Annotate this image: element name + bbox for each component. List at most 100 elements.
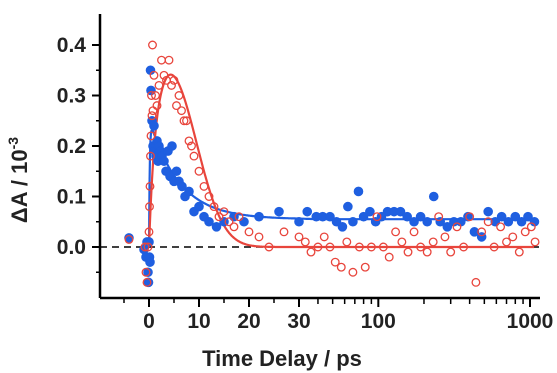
red-data-point — [477, 227, 487, 237]
blue-data-point — [409, 216, 419, 227]
red-data-point — [306, 247, 316, 257]
axes: 0.0 0.1 0.2 0.3 0.4 0 10 20 30 100 1000 — [57, 14, 554, 333]
red-data-point — [167, 80, 176, 90]
red-data-point — [372, 212, 382, 222]
red-data-point — [348, 267, 358, 277]
red-data-point — [209, 202, 219, 212]
red-data-point — [416, 242, 426, 252]
red-data-point — [143, 242, 153, 252]
red-data-point — [440, 232, 450, 242]
red-data-point — [530, 237, 540, 247]
red-data-point — [146, 131, 156, 141]
red-data-point — [489, 242, 499, 252]
red-data-point — [330, 257, 340, 267]
x-tick-label: 1000 — [507, 310, 554, 333]
blue-data-point — [167, 141, 177, 151]
red-data-point — [428, 237, 438, 247]
red-data-point — [384, 252, 394, 262]
blue-data-point — [348, 216, 358, 227]
red-data-point — [229, 222, 239, 232]
blue-data-point — [274, 206, 284, 217]
red-data-point — [189, 151, 199, 161]
red-data-point — [144, 227, 154, 237]
data-marks — [124, 40, 540, 288]
blue-data-point — [294, 216, 304, 227]
blue-data-point — [145, 257, 155, 267]
x-tick-label: 100 — [361, 310, 396, 333]
red-data-point — [378, 242, 388, 252]
blue-data-point — [402, 211, 412, 222]
red-data-point — [219, 207, 229, 217]
red-data-point — [159, 70, 169, 80]
red-fit-curve — [147, 73, 535, 249]
blue-data-point — [337, 222, 348, 232]
y-axis-label-text: ΔA / 10 — [7, 149, 32, 223]
blue-data-point — [503, 216, 514, 227]
red-data-point — [152, 101, 162, 111]
red-data-point — [446, 247, 456, 257]
red-data-point — [145, 181, 155, 191]
red-data-point — [422, 247, 432, 257]
red-data-point — [471, 277, 481, 287]
red-data-point — [187, 141, 196, 151]
y-axis-label-group: ΔA / 10-3 — [5, 137, 32, 223]
red-data-point — [502, 237, 511, 247]
red-data-point — [157, 55, 166, 65]
red-data-point — [496, 222, 506, 232]
blue-data-point — [353, 186, 364, 197]
red-data-point — [147, 91, 156, 100]
blue-data-point — [143, 267, 153, 278]
red-data-point — [391, 227, 401, 237]
red-data-point — [279, 227, 289, 237]
red-data-point — [336, 262, 346, 272]
y-tick-label: 0.4 — [57, 34, 87, 57]
red-data-point — [151, 91, 160, 100]
blue-data-point — [496, 211, 507, 222]
red-data-point — [184, 136, 194, 146]
blue-data-point — [365, 206, 375, 217]
red-data-point — [124, 234, 134, 244]
red-data-point — [325, 242, 335, 252]
blue-data-point — [435, 216, 446, 227]
red-data-point — [146, 151, 155, 161]
blue-data-point — [422, 216, 432, 227]
blue-data-point — [469, 227, 480, 237]
red-data-point — [154, 80, 164, 90]
red-data-point — [319, 232, 329, 242]
red-data-point — [224, 217, 234, 227]
red-data-point — [177, 106, 186, 116]
blue-data-point — [204, 216, 214, 227]
blue-data-point — [194, 201, 204, 212]
y-tick-label: 0.1 — [57, 186, 87, 209]
red-data-point — [360, 262, 370, 272]
red-data-point — [179, 116, 189, 126]
red-data-point — [366, 242, 376, 252]
red-data-point — [174, 91, 184, 100]
red-data-point — [294, 232, 304, 242]
blue-data-point — [184, 186, 194, 197]
x-tick-label: 10 — [187, 310, 210, 333]
red-data-point — [264, 242, 274, 252]
blue-data-point — [510, 211, 521, 222]
red-data-point — [508, 232, 518, 242]
blue-data-point — [177, 181, 187, 192]
y-tick-label: 0.0 — [57, 236, 86, 259]
blue-data-point — [343, 201, 353, 212]
red-data-point — [459, 242, 469, 252]
blue-data-point — [239, 216, 249, 227]
blue-data-point — [516, 216, 527, 227]
red-data-point — [483, 217, 493, 227]
blue-data-point — [254, 211, 264, 222]
red-data-point — [145, 202, 154, 212]
red-data-point — [140, 242, 150, 252]
red-data-point — [434, 212, 444, 222]
red-data-point — [520, 227, 530, 237]
red-data-point — [514, 247, 524, 257]
red-data-point — [141, 267, 151, 277]
blue-data-point — [159, 156, 169, 166]
blue-data-point — [171, 166, 182, 177]
red-data-point — [313, 242, 323, 252]
red-data-point — [147, 111, 157, 121]
red-data-point — [148, 40, 157, 50]
